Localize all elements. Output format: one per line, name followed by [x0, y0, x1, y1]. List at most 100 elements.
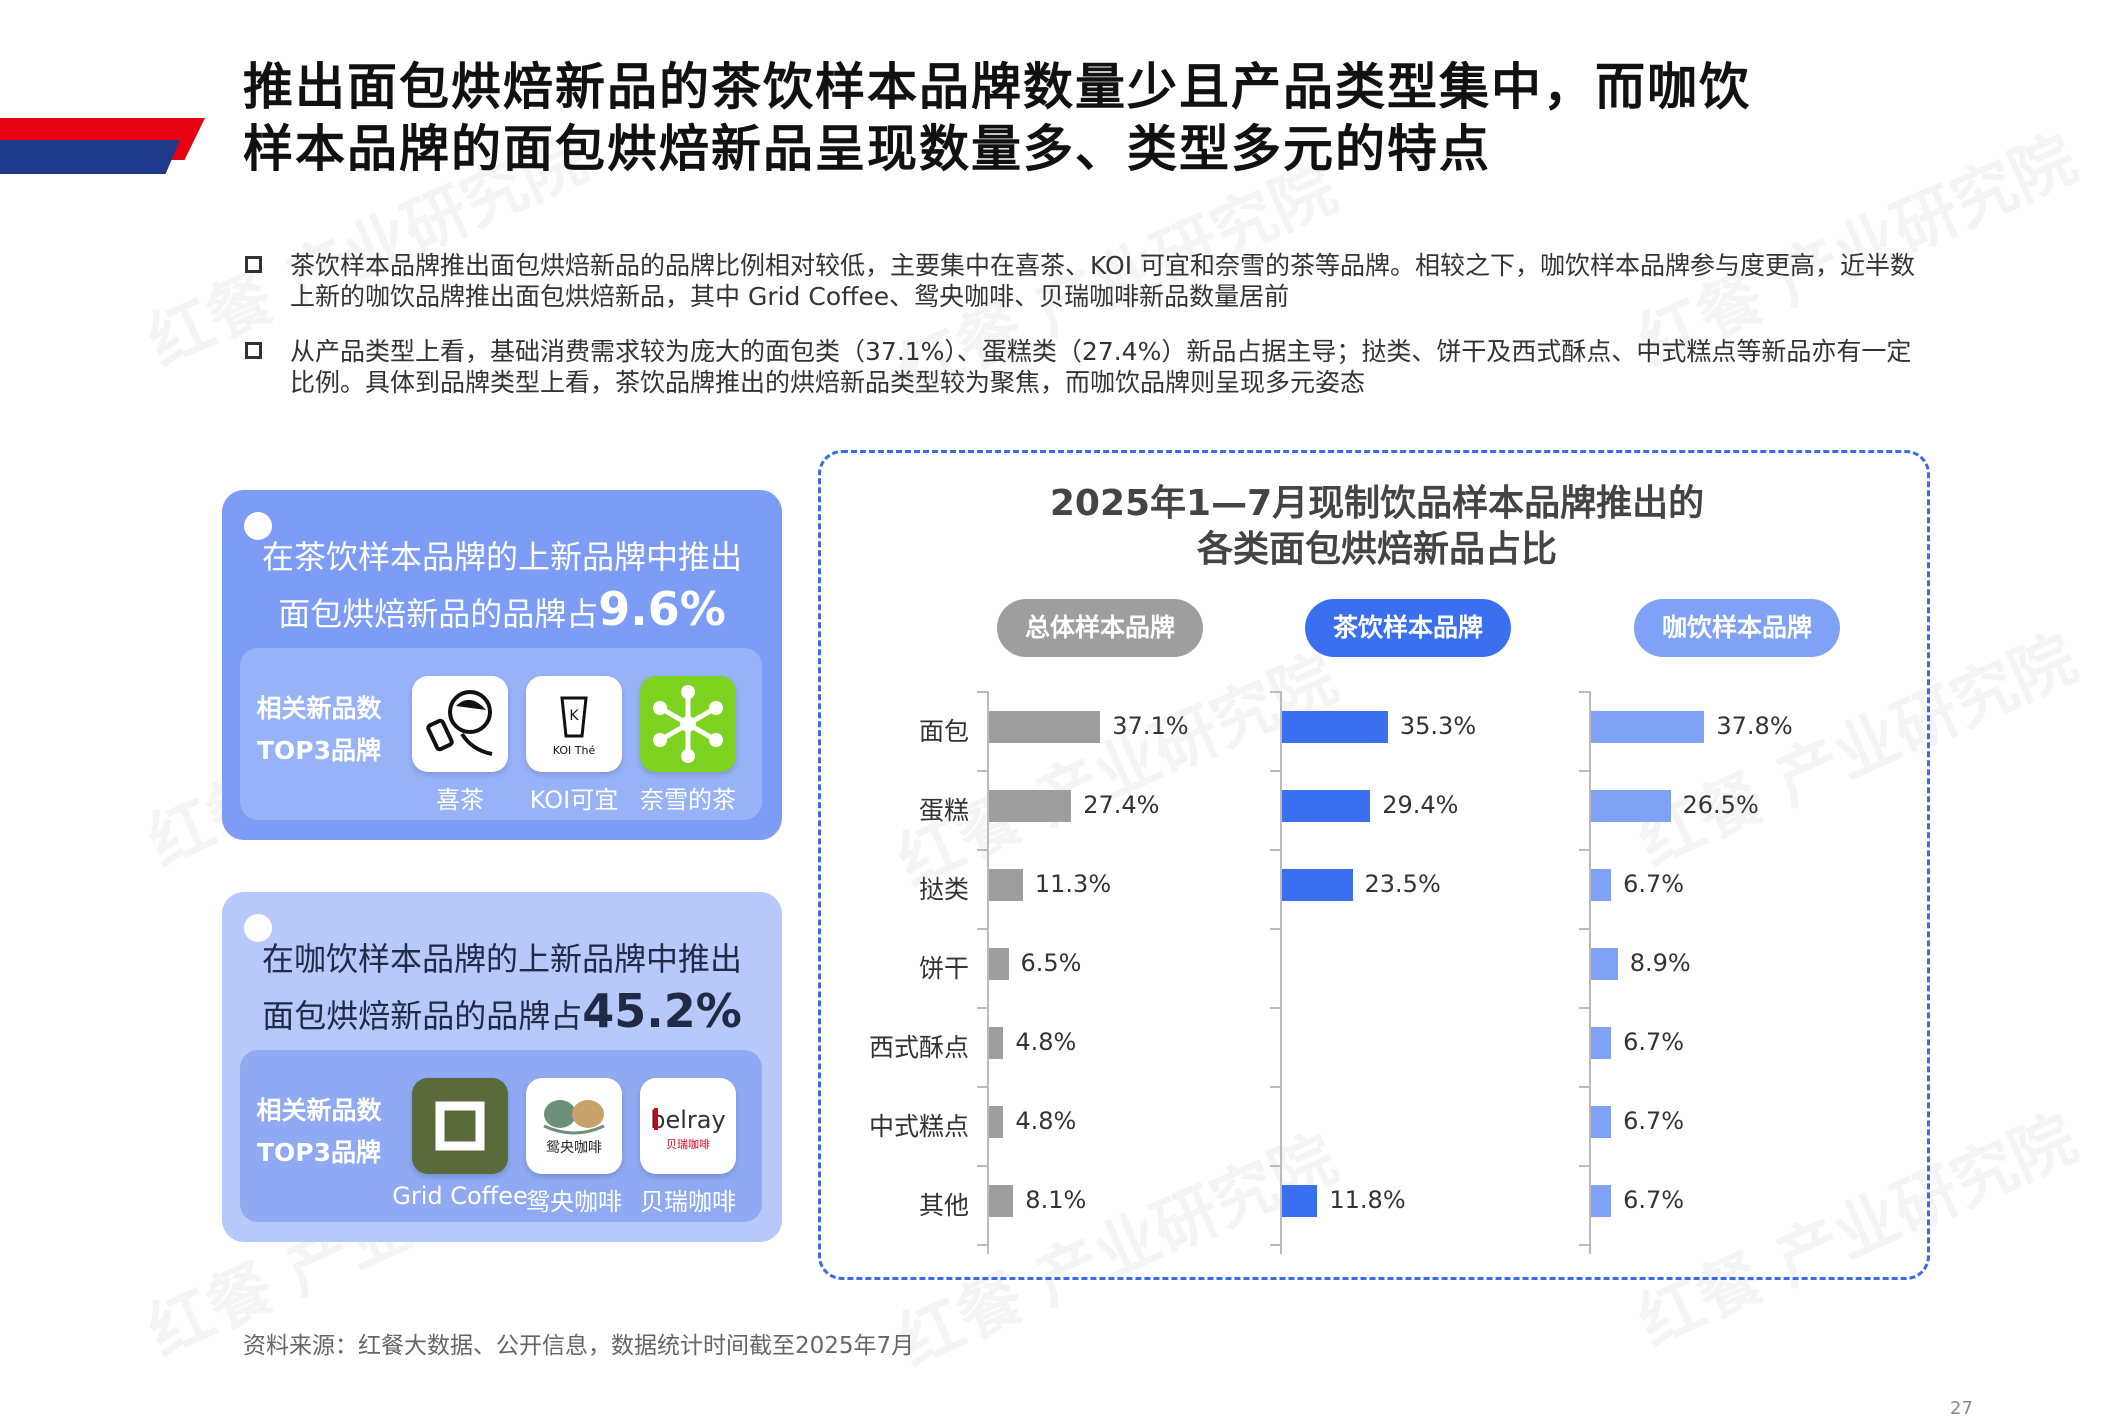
category-label: 中式糕点	[868, 1112, 969, 1141]
koi-logo-text: KOI Thé	[553, 744, 596, 757]
bar-value-label: 4.8%	[1015, 1028, 1077, 1056]
axis-tick	[1270, 1165, 1280, 1167]
axis-tick	[977, 1007, 987, 1009]
category-label: 面包	[918, 717, 969, 746]
page-title-line1: 推出面包烘焙新品的茶饮样本品牌数量少且产品类型集中，而咖饮	[243, 58, 1751, 116]
yuanyang-coffee-logo-icon: 鸳央咖啡	[526, 1078, 622, 1174]
chart-bar	[989, 790, 1072, 822]
axis-tick	[1579, 1244, 1589, 1246]
axis-tick	[1579, 770, 1589, 772]
tea-card-share-value: 9.6%	[598, 582, 726, 636]
chart-title-line2: 各类面包烘焙新品占比	[1196, 529, 1557, 570]
axis-tick	[977, 928, 987, 930]
series-pill: 总体样本品牌	[997, 599, 1203, 657]
bullet-text: 茶饮样本品牌推出面包烘焙新品的品牌比例相对较低，主要集中在喜茶、KOI 可宜和奈…	[290, 251, 1916, 311]
bar-value-label: 37.1%	[1112, 712, 1189, 740]
coffee-brand-card: 在咖饮样本品牌的上新品牌中推出 面包烘焙新品的品牌占45.2% 相关新品数 TO…	[222, 892, 782, 1242]
chart-panel: 2025年1—7月现制饮品样本品牌推出的 各类面包烘焙新品占比 总体样本品牌 37…	[818, 450, 1930, 1280]
bullet-item: 茶饮样本品牌推出面包烘焙新品的品牌比例相对较低，主要集中在喜茶、KOI 可宜和奈…	[243, 250, 1923, 312]
axis-tick	[1579, 1086, 1589, 1088]
nayuki-logo-icon	[640, 676, 736, 772]
axis-tick	[977, 849, 987, 851]
bar-value-label: 27.4%	[1083, 791, 1160, 819]
axis-tick	[1270, 928, 1280, 930]
bullet-text: 从产品类型上看，基础消费需求较为庞大的面包类（37.1%）、蛋糕类（27.4%）…	[290, 337, 1912, 397]
brand-name: 贝瑞咖啡	[640, 1188, 736, 1216]
axis-tick	[977, 1086, 987, 1088]
axis-tick	[1270, 1244, 1280, 1246]
yuanyang-logo-text: 鸳央咖啡	[546, 1140, 602, 1156]
bar-value-label: 37.8%	[1716, 712, 1793, 740]
bullet-list: 茶饮样本品牌推出面包烘焙新品的品牌比例相对较低，主要集中在喜茶、KOI 可宜和奈…	[243, 250, 1923, 422]
top3-label-line1: 相关新品数	[256, 1096, 382, 1125]
coffee-card-line2: 面包烘焙新品的品牌占45.2%	[222, 984, 782, 1038]
bar-value-label: 29.4%	[1382, 791, 1459, 819]
chart-bar	[1591, 711, 1705, 743]
bar-value-label: 26.5%	[1682, 791, 1759, 819]
series-pill: 咖饮样本品牌	[1634, 599, 1840, 657]
koi-logo-icon: K KOI Thé	[526, 676, 622, 772]
belray-logo-text: belray	[650, 1106, 725, 1134]
heytea-logo-icon	[412, 676, 508, 772]
axis-tick	[1579, 691, 1589, 693]
chart-bar	[1591, 1106, 1612, 1138]
bar-value-label: 6.7%	[1623, 1028, 1685, 1056]
bar-value-label: 35.3%	[1399, 712, 1477, 740]
axis-tick	[1579, 928, 1589, 930]
tea-card-line2-prefix: 面包烘焙新品的品牌占	[278, 595, 599, 633]
axis-tick	[977, 691, 987, 693]
coffee-card-share-value: 45.2%	[582, 984, 742, 1038]
chart-bar	[1591, 790, 1671, 822]
chart-bar	[989, 948, 1009, 980]
axis-tick	[1270, 691, 1280, 693]
belray-logo-sub: 贝瑞咖啡	[666, 1137, 710, 1151]
category-label: 蛋糕	[918, 796, 969, 825]
dot-icon	[244, 914, 272, 942]
axis-line	[1280, 691, 1282, 1254]
chart-bar	[1591, 1027, 1612, 1059]
coffee-card-line1: 在咖饮样本品牌的上新品牌中推出	[261, 940, 742, 978]
brand-name: Grid Coffee	[392, 1182, 528, 1210]
brand-name: 鸳央咖啡	[526, 1188, 622, 1216]
top3-label-line2: TOP3品牌	[256, 736, 382, 765]
bar-value-label: 6.7%	[1623, 1186, 1685, 1214]
axis-tick	[977, 1244, 987, 1246]
chart-bar	[1282, 711, 1388, 743]
top3-label-line2: TOP3品牌	[256, 1138, 382, 1167]
bar-value-label: 23.5%	[1364, 870, 1441, 898]
series-pill: 茶饮样本品牌	[1305, 599, 1511, 657]
svg-text:K: K	[569, 708, 579, 724]
axis-tick	[1270, 1007, 1280, 1009]
axis-tick	[1270, 1086, 1280, 1088]
chart-title-line1: 2025年1—7月现制饮品样本品牌推出的	[1049, 483, 1705, 524]
brand-name: 奈雪的茶	[640, 786, 736, 814]
category-label: 挞类	[918, 875, 969, 904]
axis-tick	[1579, 1165, 1589, 1167]
square-bullet-icon	[245, 342, 262, 359]
category-label: 饼干	[918, 954, 969, 983]
chart-bar	[1282, 869, 1353, 901]
source-note: 资料来源：红餐大数据、公开信息，数据统计时间截至2025年7月	[243, 1333, 915, 1359]
top3-label-line1: 相关新品数	[256, 694, 382, 723]
chart-bar	[1591, 948, 1618, 980]
bar-value-label: 11.3%	[1034, 870, 1112, 898]
category-label: 西式酥点	[868, 1033, 969, 1062]
axis-tick	[1579, 849, 1589, 851]
belray-logo-icon: belray 贝瑞咖啡	[640, 1078, 736, 1174]
axis-tick	[1270, 849, 1280, 851]
chart-bar	[1282, 1185, 1318, 1217]
tea-card-line2: 面包烘焙新品的品牌占9.6%	[222, 582, 782, 636]
page-title: 推出面包烘焙新品的茶饮样本品牌数量少且产品类型集中，而咖饮 样本品牌的面包烘焙新…	[243, 56, 2003, 180]
bullet-item: 从产品类型上看，基础消费需求较为庞大的面包类（37.1%）、蛋糕类（27.4%）…	[243, 336, 1923, 398]
chart-bar	[989, 869, 1023, 901]
bar-value-label: 8.9%	[1629, 949, 1691, 977]
chart-bar	[1591, 1185, 1612, 1217]
tea-top3-panel: 相关新品数 TOP3品牌 喜茶 K KOI Thé KOI可宜	[240, 648, 762, 820]
top3-label: 相关新品数 TOP3品牌	[254, 688, 384, 772]
grid-coffee-logo-icon	[412, 1078, 508, 1174]
tea-brand-card: 在茶饮样本品牌的上新品牌中推出 面包烘焙新品的品牌占9.6% 相关新品数 TOP…	[222, 490, 782, 840]
category-label: 其他	[918, 1191, 969, 1220]
chart-title: 2025年1—7月现制饮品样本品牌推出的 各类面包烘焙新品占比	[821, 481, 1933, 573]
axis-tick	[977, 770, 987, 772]
bar-value-label: 6.5%	[1020, 949, 1082, 977]
